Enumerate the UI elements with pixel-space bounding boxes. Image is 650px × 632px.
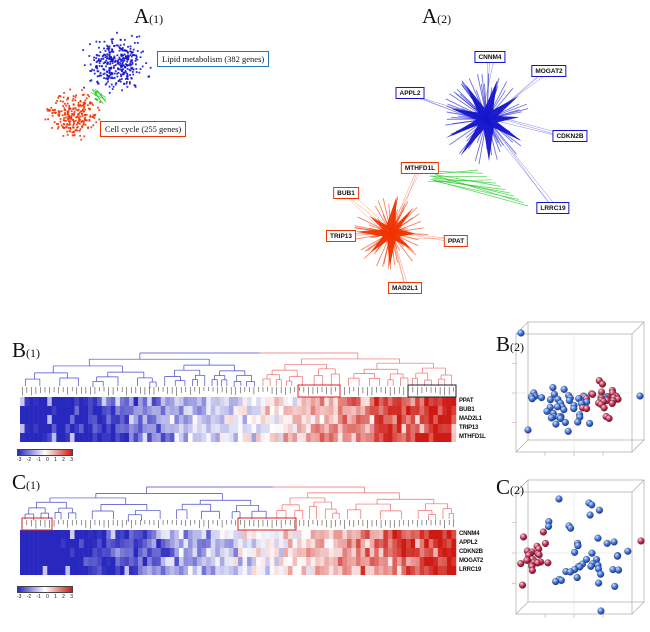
- panel-a2-title: A(2): [422, 4, 452, 28]
- gene-label-bub1: BUB1: [459, 407, 475, 413]
- network-node-cnnm4: CNNM4: [474, 51, 506, 63]
- panel-a1-title: A(1): [134, 4, 164, 28]
- b2-scatter3d-canvas: [512, 321, 645, 456]
- a1-module-scatter: [44, 31, 152, 141]
- gene-label-appl2: APPL2: [459, 540, 478, 546]
- network-node-appl2: APPL2: [395, 87, 425, 99]
- gene-label-cnnm4: CNNM4: [459, 531, 480, 537]
- b1-heatmap-canvas: [20, 352, 457, 442]
- network-node-mad2l1: MAD2L1: [387, 282, 423, 294]
- c1-heatmap-canvas: [20, 486, 457, 575]
- gene-label-trip13: TRIP13: [459, 425, 479, 431]
- network-node-cdkn2b: CDKN2B: [552, 130, 588, 142]
- network-node-lrrc19: LRRC19: [536, 202, 570, 214]
- expression-colorbar-b1: -3 -2 -1 0 1 2 3: [17, 449, 73, 463]
- network-node-ppat: PPAT: [443, 235, 469, 247]
- panel-c1-title: C(1): [12, 470, 41, 494]
- annotation-cell-cycle: Cell cycle (255 genes): [100, 121, 187, 137]
- gene-label-mthfd1l: MTHFD1L: [459, 434, 486, 440]
- network-node-trip13: TRIP13: [325, 230, 357, 242]
- panel-b2-title: B(2): [496, 332, 525, 356]
- network-node-bub1: BUB1: [333, 187, 359, 199]
- network-node-mthfd1l: MTHFD1L: [400, 162, 440, 174]
- gene-label-mogat2: MOGAT2: [459, 558, 484, 564]
- colorbar-gradient: [17, 449, 73, 456]
- gene-label-cdkn2b: CDKN2B: [459, 549, 483, 555]
- annotation-lipid-metabolism: Lipid metabolism (382 genes): [157, 51, 270, 67]
- panel-b1-title: B(1): [12, 338, 41, 362]
- gene-label-mad2l1: MAD2L1: [459, 416, 482, 422]
- c2-scatter3d-canvas: [512, 479, 645, 618]
- expression-colorbar-c1: -3 -2 -1 0 1 2 3: [17, 586, 73, 600]
- network-node-mogat2: MOGAT2: [531, 65, 567, 77]
- colorbar-gradient: [17, 586, 73, 593]
- colorbar-ticks: -3 -2 -1 0 1 2 3: [17, 594, 73, 600]
- panel-c2-title: C(2): [496, 475, 525, 499]
- a2-hub-network: [336, 54, 570, 291]
- gene-label-ppat: PPAT: [459, 398, 474, 404]
- colorbar-ticks: -3 -2 -1 0 1 2 3: [17, 457, 73, 463]
- gene-label-lrrc19: LRRC19: [459, 567, 482, 573]
